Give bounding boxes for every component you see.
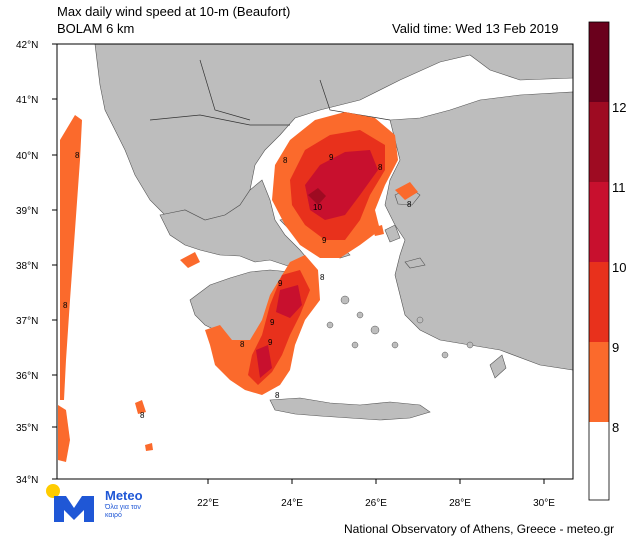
- land-rhodes: [489, 354, 507, 379]
- contour-label: 9: [270, 318, 275, 327]
- wind-area-ionian: [60, 115, 82, 400]
- contour-label: 10: [313, 203, 322, 212]
- colorbar-label: 8: [612, 420, 620, 435]
- lat-label: 40°N: [16, 151, 38, 162]
- lat-axis: 42°N 41°N 40°N 39°N 38°N 37°N 36°N 35°N …: [16, 40, 38, 486]
- lon-label: 24°E: [281, 498, 303, 509]
- land-crete: [269, 397, 431, 421]
- colorbar: [588, 21, 610, 501]
- contour-label: 8: [240, 340, 245, 349]
- contour-label: 9: [268, 338, 273, 347]
- contour-label: 9: [322, 236, 327, 245]
- lon-label: 22°E: [197, 498, 219, 509]
- contour-label: 8: [378, 163, 383, 172]
- contour-label: 9: [329, 153, 334, 162]
- contour-labels: 8 8 8 9 10 9 8 8 9 9 9 8 8 8 8: [63, 151, 412, 420]
- land-anatolia: [384, 91, 574, 371]
- colorbar-label: 11: [612, 180, 626, 195]
- lat-label: 39°N: [16, 206, 38, 217]
- lat-label: 36°N: [16, 371, 38, 382]
- lon-axis: 22°E 24°E 26°E 28°E 30°E: [197, 498, 555, 509]
- land-balkans: [94, 43, 574, 221]
- lat-label: 42°N: [16, 40, 38, 51]
- contour-label: 8: [140, 411, 145, 420]
- lat-label: 34°N: [16, 475, 38, 486]
- contour-label: 8: [407, 200, 412, 209]
- model-name: BOLAM 6 km: [57, 21, 135, 36]
- lat-label: 41°N: [16, 95, 38, 106]
- lon-label: 30°E: [533, 498, 555, 509]
- map-title: Max daily wind speed at 10-m (Beaufort): [57, 4, 291, 19]
- valid-time: Valid time: Wed 13 Feb 2019: [392, 21, 559, 36]
- lat-label: 35°N: [16, 423, 38, 434]
- contour-label: 8: [75, 151, 80, 160]
- land-samos: [404, 257, 426, 269]
- contour-label: 8: [275, 391, 280, 400]
- lon-label: 26°E: [365, 498, 387, 509]
- lat-label: 37°N: [16, 316, 38, 327]
- wind-shading: [58, 112, 418, 462]
- colorbar-label: 9: [612, 340, 620, 355]
- contour-label: 8: [63, 301, 68, 310]
- logo-tagline: Όλα για τον καιρό: [105, 504, 141, 519]
- logo-name: Meteo: [105, 488, 143, 503]
- land-chios: [384, 224, 401, 243]
- meteo-logo[interactable]: [46, 484, 156, 524]
- contour-label: 8: [320, 273, 325, 282]
- footer-credit: National Observatory of Athens, Greece -…: [344, 522, 615, 536]
- lon-label: 28°E: [449, 498, 471, 509]
- contour-label: 8: [283, 156, 288, 165]
- colorbar-label: 12: [612, 100, 627, 115]
- colorbar-label: 10: [612, 260, 627, 275]
- lat-label: 38°N: [16, 261, 38, 272]
- contour-label: 9: [278, 279, 283, 288]
